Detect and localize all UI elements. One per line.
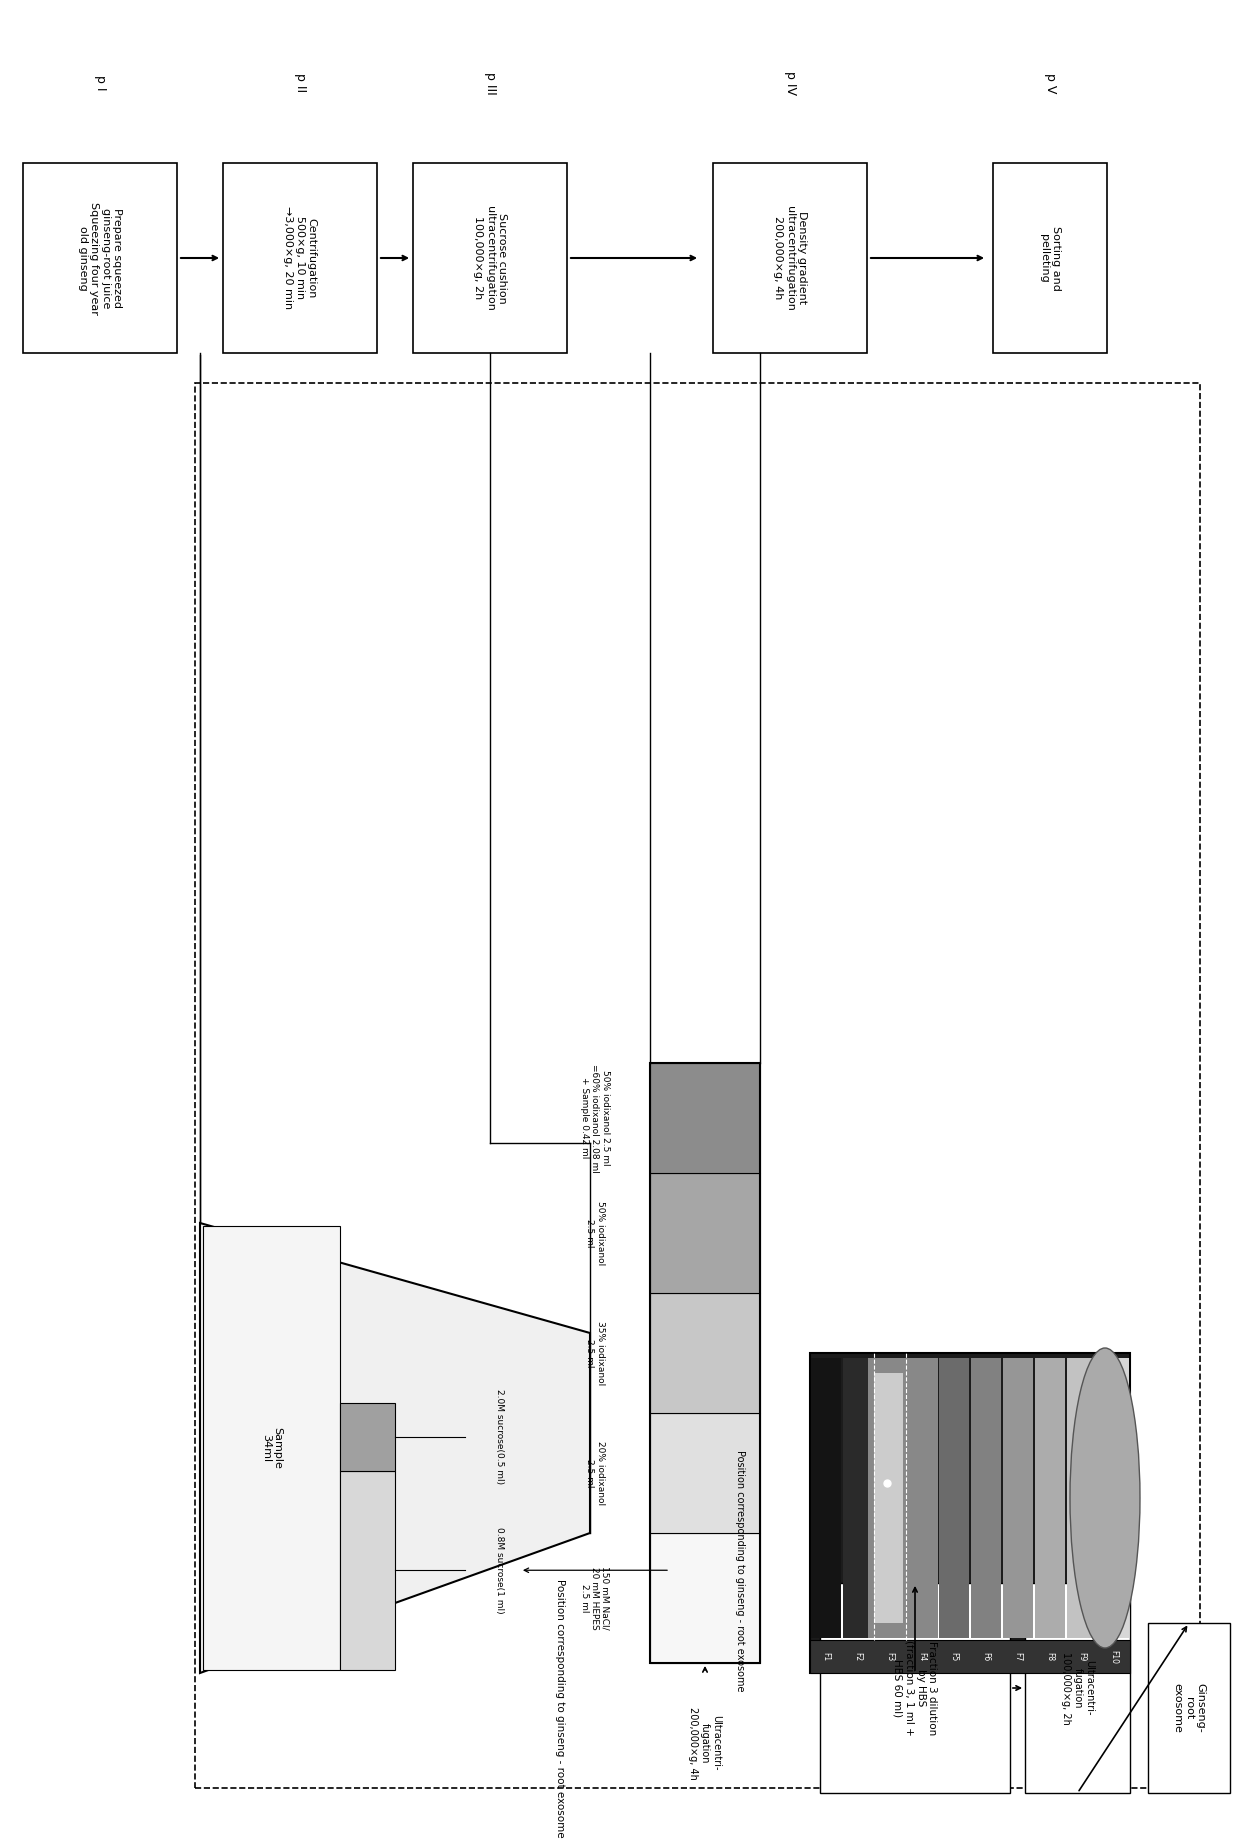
Polygon shape (1025, 1583, 1130, 1793)
Polygon shape (195, 383, 1200, 1788)
Text: Centrifugation
500×g, 10 min
→3,000×g, 20 min: Centrifugation 500×g, 10 min →3,000×g, 2… (284, 206, 316, 310)
Polygon shape (875, 1358, 905, 1638)
Text: 0.8M sucrose(1 ml): 0.8M sucrose(1 ml) (496, 1528, 505, 1614)
Polygon shape (810, 1353, 1130, 1673)
Text: Fraction 3 dilution
by HBS
(fraction 3, 1 ml +
HBS 60 ml): Fraction 3 dilution by HBS (fraction 3, … (893, 1640, 937, 1736)
Text: F3: F3 (885, 1653, 894, 1662)
Text: Position corresponding to ginseng - root exosome: Position corresponding to ginseng - root… (735, 1449, 745, 1692)
Polygon shape (939, 1358, 968, 1638)
Polygon shape (340, 1403, 396, 1471)
Text: Density gradient
ultracentrifugation
200,000×g, 4h: Density gradient ultracentrifugation 200… (774, 206, 806, 310)
Text: F7: F7 (1013, 1653, 1023, 1662)
Polygon shape (650, 1294, 760, 1414)
Text: F5: F5 (950, 1653, 959, 1662)
Polygon shape (340, 1471, 396, 1670)
Text: Sorting and
pelleting: Sorting and pelleting (1039, 225, 1060, 291)
Text: F8: F8 (1045, 1653, 1054, 1662)
Polygon shape (203, 1226, 340, 1670)
Text: 35% iodixanol
2.5 ml: 35% iodixanol 2.5 ml (585, 1321, 605, 1386)
Polygon shape (874, 1373, 903, 1624)
Polygon shape (223, 162, 377, 354)
Text: 50% iodixanol
2.5 ml: 50% iodixanol 2.5 ml (585, 1202, 605, 1264)
Text: 20% iodixanol
2.5 ml: 20% iodixanol 2.5 ml (585, 1441, 605, 1506)
Text: F2: F2 (853, 1653, 863, 1662)
Text: F4: F4 (918, 1653, 926, 1662)
Polygon shape (993, 162, 1107, 354)
Text: 2.0M sucrose(0.5 ml): 2.0M sucrose(0.5 ml) (496, 1390, 505, 1484)
Polygon shape (811, 1358, 841, 1638)
Polygon shape (820, 1583, 1011, 1793)
Polygon shape (1035, 1358, 1065, 1638)
Text: Ultracentri-
fugation
100,000×g, 2h: Ultracentri- fugation 100,000×g, 2h (1061, 1651, 1094, 1725)
Text: p IV: p IV (784, 72, 796, 96)
Text: p I: p I (93, 76, 107, 90)
Polygon shape (1148, 1624, 1230, 1793)
Text: Prepare squeezed
ginseng-root juice
Squeezing four year
old ginseng: Prepare squeezed ginseng-root juice Sque… (78, 201, 123, 315)
Polygon shape (971, 1358, 1001, 1638)
Polygon shape (200, 1224, 590, 1673)
Polygon shape (906, 1358, 937, 1638)
Polygon shape (413, 162, 567, 354)
Polygon shape (1066, 1358, 1097, 1638)
Polygon shape (810, 1640, 1130, 1673)
Ellipse shape (1070, 1347, 1140, 1648)
Polygon shape (650, 1172, 760, 1294)
Text: F1: F1 (821, 1653, 831, 1662)
Polygon shape (650, 1414, 760, 1533)
Text: F6: F6 (982, 1653, 991, 1662)
Text: 50% iodixanol 2.5 ml
=60% iodixanol 2.08 ml
+ Sample 0.42 ml: 50% iodixanol 2.5 ml =60% iodixanol 2.08… (580, 1063, 610, 1172)
Polygon shape (1099, 1358, 1128, 1638)
Polygon shape (868, 1358, 937, 1638)
Text: Ultracentri-
fugation
200,000×g, 4h: Ultracentri- fugation 200,000×g, 4h (688, 1707, 722, 1780)
Polygon shape (843, 1358, 873, 1638)
Polygon shape (650, 1063, 760, 1172)
Text: p V: p V (1044, 74, 1056, 94)
Polygon shape (650, 1533, 760, 1662)
Text: 150 mM NaCl/
20 mM HEPES
2.5 ml: 150 mM NaCl/ 20 mM HEPES 2.5 ml (580, 1567, 610, 1629)
Polygon shape (1003, 1358, 1033, 1638)
Text: Position corresponding to ginseng - root exosome: Position corresponding to ginseng - root… (556, 1579, 565, 1837)
Text: p III: p III (484, 72, 496, 94)
Text: Ginseng-
root
exosome: Ginseng- root exosome (1172, 1683, 1205, 1732)
Text: F9: F9 (1078, 1653, 1086, 1662)
Polygon shape (24, 162, 177, 354)
Text: Sample
34ml: Sample 34ml (260, 1426, 283, 1469)
Text: p II: p II (294, 74, 306, 92)
Polygon shape (713, 162, 867, 354)
Text: Sucrose cushion
ultracentrifugation
100,000×g, 2h: Sucrose cushion ultracentrifugation 100,… (474, 206, 507, 310)
Text: F10: F10 (1110, 1649, 1118, 1664)
